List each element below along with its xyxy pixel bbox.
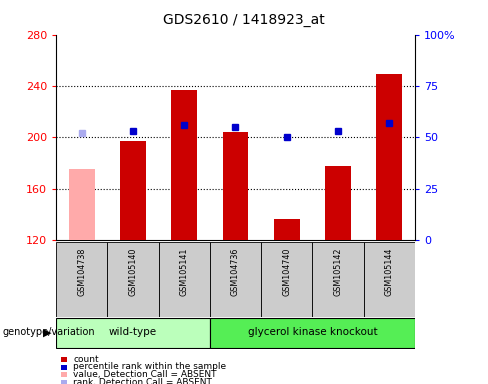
Bar bbox=[56, 318, 210, 348]
Bar bbox=[325, 166, 351, 240]
Text: wild-type: wild-type bbox=[109, 328, 157, 338]
Bar bbox=[312, 242, 364, 317]
Bar bbox=[107, 242, 159, 317]
Bar bbox=[210, 242, 261, 317]
Text: GSM104736: GSM104736 bbox=[231, 248, 240, 296]
Bar bbox=[210, 318, 415, 348]
Bar bbox=[274, 219, 300, 240]
Text: rank, Detection Call = ABSENT: rank, Detection Call = ABSENT bbox=[73, 377, 212, 384]
Text: GSM105144: GSM105144 bbox=[385, 248, 394, 296]
Text: GDS2610 / 1418923_at: GDS2610 / 1418923_at bbox=[163, 13, 325, 27]
Bar bbox=[376, 74, 402, 240]
Text: GSM105141: GSM105141 bbox=[180, 248, 189, 296]
Text: count: count bbox=[73, 354, 99, 364]
Bar bbox=[364, 242, 415, 317]
Bar bbox=[171, 90, 197, 240]
Text: GSM104740: GSM104740 bbox=[282, 248, 291, 296]
Text: genotype/variation: genotype/variation bbox=[2, 328, 95, 338]
Text: ▶: ▶ bbox=[43, 328, 51, 338]
Text: GSM105140: GSM105140 bbox=[128, 248, 138, 296]
Text: glycerol kinase knockout: glycerol kinase knockout bbox=[247, 328, 377, 338]
Text: value, Detection Call = ABSENT: value, Detection Call = ABSENT bbox=[73, 370, 217, 379]
Bar bbox=[159, 242, 210, 317]
Bar bbox=[120, 141, 146, 240]
Text: GSM105142: GSM105142 bbox=[333, 248, 343, 296]
Text: percentile rank within the sample: percentile rank within the sample bbox=[73, 362, 226, 371]
Text: GSM104738: GSM104738 bbox=[77, 248, 86, 296]
Bar bbox=[261, 242, 312, 317]
Bar bbox=[69, 169, 95, 240]
Bar bbox=[223, 132, 248, 240]
Bar bbox=[56, 242, 107, 317]
